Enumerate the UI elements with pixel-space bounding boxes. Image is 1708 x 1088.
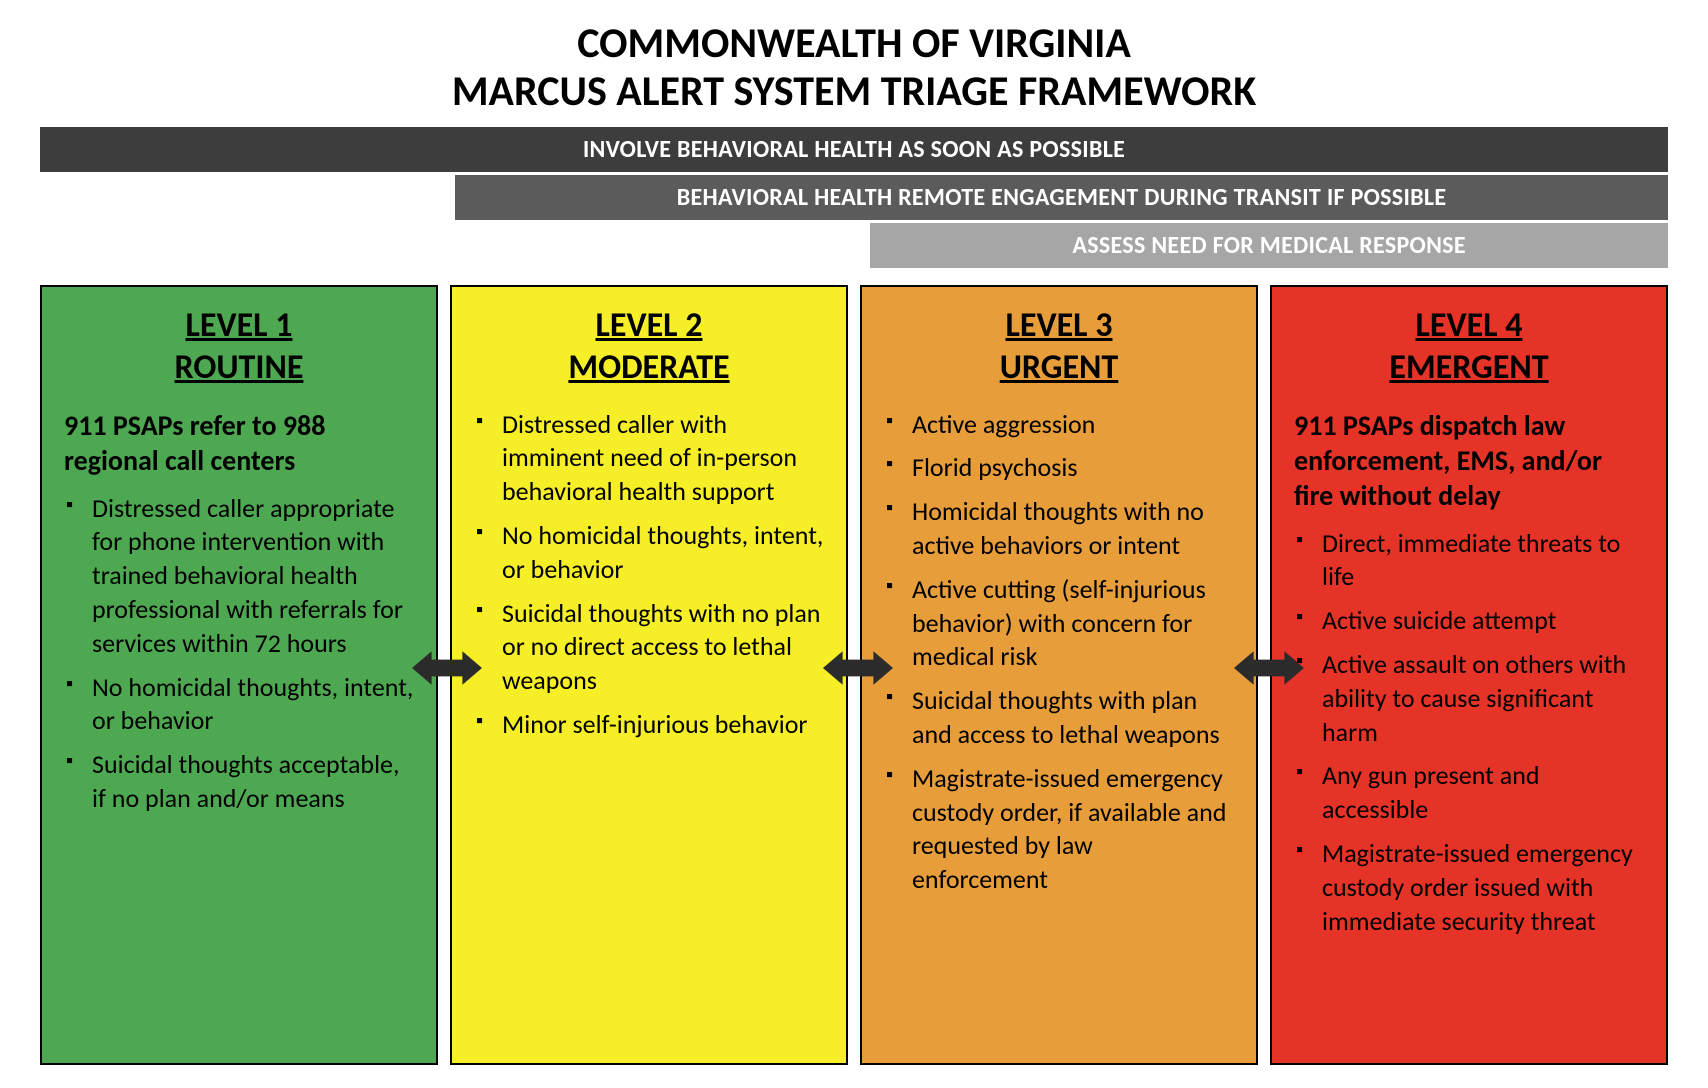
level-card-level-2: LEVEL 2MODERATE Distressed caller with im… bbox=[450, 285, 848, 1065]
list-item: Distressed caller with imminent need of … bbox=[474, 408, 824, 509]
list-item: Active assault on others with ability to… bbox=[1294, 648, 1644, 749]
level-list: Distressed caller appropriate for phone … bbox=[64, 492, 414, 816]
list-item: Active aggression bbox=[884, 408, 1234, 442]
list-item: Suicidal thoughts acceptable, if no plan… bbox=[64, 748, 414, 816]
title-line-1: COMMONWEALTH OF VIRGINIA bbox=[40, 20, 1668, 68]
level-header: LEVEL 3URGENT bbox=[884, 305, 1234, 390]
banner-3: ASSESS NEED FOR MEDICAL RESPONSE bbox=[870, 223, 1668, 268]
level-card-level-4: LEVEL 4EMERGENT 911 PSAPs dispatch law en… bbox=[1270, 285, 1668, 1065]
banner-stack: INVOLVE BEHAVIORAL HEALTH AS SOON AS POS… bbox=[40, 127, 1668, 277]
list-item: Homicidal thoughts with no active behavi… bbox=[884, 495, 1234, 563]
list-item: Direct, immediate threats to life bbox=[1294, 527, 1644, 595]
list-item: No homicidal thoughts, intent, or behavi… bbox=[474, 519, 824, 587]
level-subhead: 911 PSAPs dispatch law enforcement, EMS,… bbox=[1294, 408, 1644, 513]
double-arrow-icon bbox=[1234, 645, 1304, 691]
list-item: Active cutting (self-injurious behavior)… bbox=[884, 573, 1234, 674]
level-label: LEVEL 2 bbox=[596, 305, 703, 346]
level-name: EMERGENT bbox=[1389, 347, 1548, 388]
list-item: Active suicide attempt bbox=[1294, 604, 1644, 638]
level-label: LEVEL 1 bbox=[186, 305, 293, 346]
list-item: Distressed caller appropriate for phone … bbox=[64, 492, 414, 661]
level-header: LEVEL 4EMERGENT bbox=[1294, 305, 1644, 390]
list-item: Suicidal thoughts with no plan or no dir… bbox=[474, 597, 824, 698]
title-line-2: MARCUS ALERT SYSTEM TRIAGE FRAMEWORK bbox=[40, 68, 1668, 116]
list-item: Magistrate-issued emergency custody orde… bbox=[1294, 837, 1644, 938]
list-item: Any gun present and accessible bbox=[1294, 759, 1644, 827]
double-arrow-icon bbox=[412, 645, 482, 691]
list-item: Suicidal thoughts with plan and access t… bbox=[884, 684, 1234, 752]
level-name: MODERATE bbox=[568, 347, 729, 388]
list-item: Minor self-injurious behavior bbox=[474, 708, 824, 742]
level-name: URGENT bbox=[1000, 347, 1119, 388]
level-header: LEVEL 2MODERATE bbox=[474, 305, 824, 390]
banner-2: BEHAVIORAL HEALTH REMOTE ENGAGEMENT DURI… bbox=[455, 175, 1668, 220]
level-list: Distressed caller with imminent need of … bbox=[474, 408, 824, 742]
title-block: COMMONWEALTH OF VIRGINIA MARCUS ALERT SY… bbox=[40, 20, 1668, 117]
level-card-level-3: LEVEL 3URGENT Active aggression Florid psy… bbox=[860, 285, 1258, 1065]
levels-row: LEVEL 1ROUTINE 911 PSAPs refer to 988 reg… bbox=[40, 285, 1668, 1065]
double-arrow-icon bbox=[823, 645, 893, 691]
level-name: ROUTINE bbox=[175, 347, 304, 388]
level-label: LEVEL 3 bbox=[1006, 305, 1113, 346]
level-subhead: 911 PSAPs refer to 988 regional call cen… bbox=[64, 408, 414, 478]
level-label: LEVEL 4 bbox=[1416, 305, 1523, 346]
level-header: LEVEL 1ROUTINE bbox=[64, 305, 414, 390]
list-item: No homicidal thoughts, intent, or behavi… bbox=[64, 671, 414, 739]
banner-1: INVOLVE BEHAVIORAL HEALTH AS SOON AS POS… bbox=[40, 127, 1668, 172]
level-list: Active aggression Florid psychosis Homicid… bbox=[884, 408, 1234, 897]
level-list: Direct, immediate threats to life Active … bbox=[1294, 527, 1644, 939]
list-item: Magistrate-issued emergency custody orde… bbox=[884, 762, 1234, 897]
level-card-level-1: LEVEL 1ROUTINE 911 PSAPs refer to 988 reg… bbox=[40, 285, 438, 1065]
list-item: Florid psychosis bbox=[884, 451, 1234, 485]
